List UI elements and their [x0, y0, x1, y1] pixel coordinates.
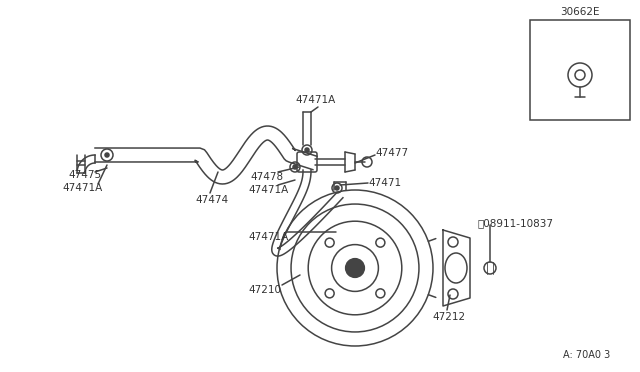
Text: 47477: 47477 [375, 148, 408, 158]
Circle shape [305, 148, 309, 152]
Circle shape [105, 153, 109, 157]
Text: 47471: 47471 [368, 178, 401, 188]
Text: 47474: 47474 [195, 195, 228, 205]
Text: 47471A: 47471A [248, 232, 288, 242]
Circle shape [335, 186, 339, 190]
Bar [530, 20, 630, 120]
Text: 47471A: 47471A [248, 185, 288, 195]
Text: 47478: 47478 [250, 172, 283, 182]
Text: Ⓝ08911-10837: Ⓝ08911-10837 [478, 218, 554, 228]
Text: 47471A: 47471A [62, 183, 102, 193]
Text: 47212: 47212 [432, 312, 465, 322]
Text: A: 70A0 3: A: 70A0 3 [563, 350, 610, 360]
Circle shape [293, 165, 297, 169]
Circle shape [346, 259, 364, 278]
Text: 47475: 47475 [68, 170, 101, 180]
Text: 30662E: 30662E [560, 7, 600, 17]
Text: 47210: 47210 [248, 285, 281, 295]
Text: 47471A: 47471A [295, 95, 335, 105]
